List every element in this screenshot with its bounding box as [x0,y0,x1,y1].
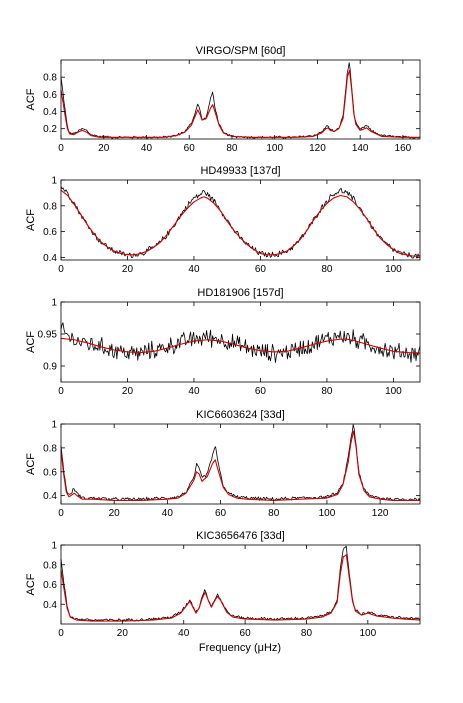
panel-1: VIRGO/SPM [60d] ACF 0 20 40 60 80 100 120 140 160 0… [25,45,421,154]
x-tick-label: 120 [372,508,389,519]
x-tick-label: 100 [319,508,336,519]
x-tick-label: 80 [268,508,280,519]
acf-curve-measured [60,186,421,259]
acf-curve-model [60,554,421,622]
x-tick-label: 20 [98,143,110,154]
x-tick-label: 20 [109,508,121,519]
x-tick-label: 0 [58,386,64,397]
x-tick-label: 20 [117,628,129,639]
y-tick-label: 0.4 [43,600,57,611]
plot-frame [60,423,421,505]
x-tick-label: 100 [359,628,376,639]
acf-curve-model [60,69,420,138]
x-tick-label: 40 [188,386,200,397]
x-tick-label: 60 [215,508,227,519]
y-axis-label: ACF [25,209,37,231]
acf-curve-measured [60,62,421,139]
plot-frame [60,179,421,261]
y-tick-label: 0.4 [43,107,57,118]
plot-frame [60,301,421,383]
acf-curve-measured [60,322,421,363]
x-tick-label: 40 [141,143,153,154]
x-tick-label: 100 [266,143,283,154]
x-tick-label: 20 [122,264,134,275]
panel-title: HD49933 [137d] [200,165,280,177]
acf-curve-model [60,189,420,257]
y-tick-label: 1 [51,420,57,431]
panel-4: KIC6603624 [33d] ACF 0 20 40 60 80 100 120 0.4 0.6… [25,409,421,519]
y-axis-label: ACF [25,88,37,110]
x-tick-label: 80 [226,143,238,154]
y-tick-label: 0.6 [43,90,57,101]
panel-title: VIRGO/SPM [60d] [196,45,286,57]
x-tick-label: 60 [255,264,267,275]
x-tick-label: 100 [385,386,402,397]
panel-title: HD181906 [157d] [197,287,283,299]
panel-3: HD181906 [157d] ACF 0 20 40 60 80 100 0.9 0.95 1 [25,287,421,397]
panel-title: KIC3656476 [33d] [196,530,285,542]
x-tick-label: 80 [301,628,313,639]
y-axis-label: ACF [25,331,37,353]
x-tick-label: 160 [395,143,412,154]
y-tick-label: 0.8 [43,201,57,212]
y-tick-label: 1 [51,541,57,552]
x-tick-label: 0 [58,264,64,275]
y-axis-label: ACF [25,453,37,475]
x-tick-label: 40 [178,628,190,639]
x-tick-label: 0 [58,143,64,154]
y-tick-label: 0.6 [43,227,57,238]
panel-2: HD49933 [137d] ACF 0 20 40 60 80 100 0.4 0.6 0.8 1 [25,165,421,275]
x-tick-label: 60 [240,628,252,639]
y-tick-label: 1 [51,176,57,187]
acf-curve-model [60,430,420,501]
plot-frame [60,59,421,140]
x-tick-label: 40 [162,508,174,519]
x-tick-label: 140 [352,143,369,154]
x-tick-label: 20 [122,386,134,397]
y-tick-label: 0.2 [43,124,57,135]
y-tick-label: 0.9 [43,362,57,373]
y-tick-label: 0.8 [43,443,57,454]
y-tick-label: 0.4 [43,253,57,264]
acf-curve-measured [60,545,421,622]
y-tick-label: 0.4 [43,491,57,502]
y-tick-label: 0.8 [43,73,57,84]
acf-curve-measured [60,424,421,502]
x-tick-label: 60 [255,386,267,397]
panel-5: KIC3656476 [33d] ACF 0 20 40 60 80 100 0.4 0.6 0.8… [25,530,421,639]
y-tick-label: 1 [51,298,57,309]
y-axis-label: ACF [25,573,37,595]
y-tick-label: 0.6 [43,580,57,591]
x-tick-label: 0 [58,508,64,519]
plot-frame [60,544,421,625]
x-tick-label: 40 [188,264,200,275]
x-axis-label: Frequency (μHz) [199,642,281,654]
y-tick-label: 0.6 [43,467,57,478]
panel-title: KIC6603624 [33d] [196,409,285,421]
x-tick-label: 80 [321,386,333,397]
x-tick-label: 60 [184,143,196,154]
x-tick-label: 120 [309,143,326,154]
y-tick-label: 0.95 [38,330,58,341]
y-tick-label: 0.8 [43,560,57,571]
x-tick-label: 100 [385,264,402,275]
acf-curve-model [60,337,421,354]
x-tick-label: 80 [321,264,333,275]
x-tick-label: 0 [58,628,64,639]
